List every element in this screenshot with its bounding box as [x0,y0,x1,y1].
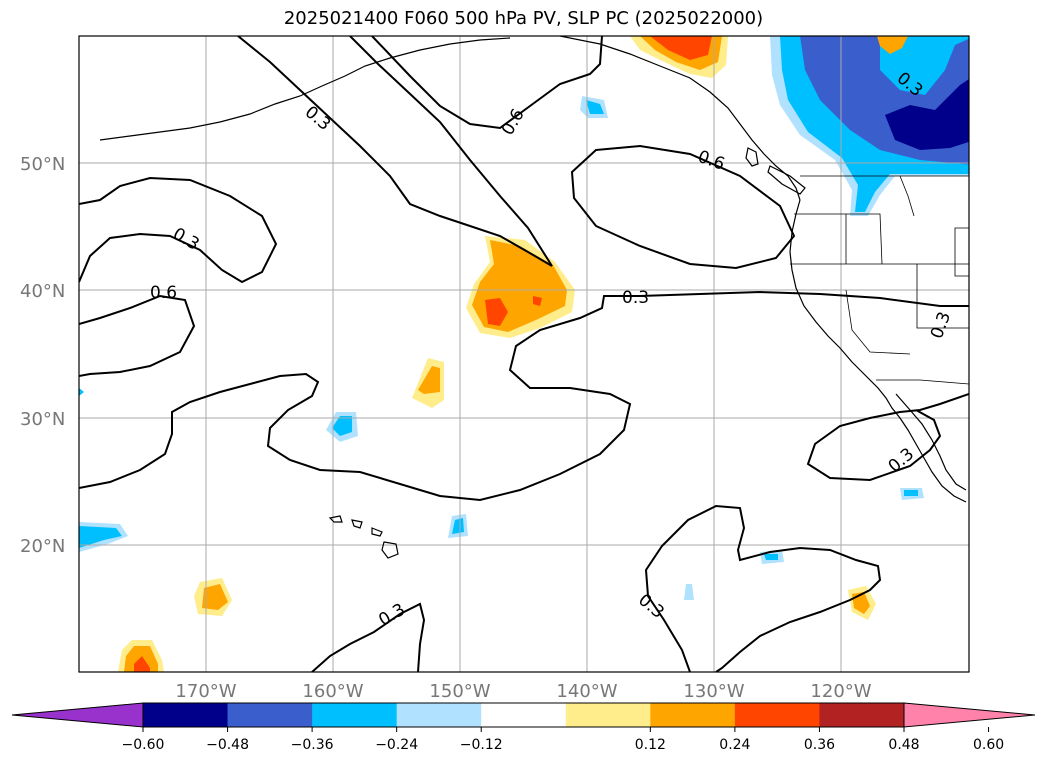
colorbar-tick-label: 0.12 [635,737,666,753]
pv-negative-anomaly-small-5b [904,490,918,496]
lon-label: 160°W [302,681,363,702]
lon-label: 170°W [175,681,236,702]
pv-positive-anomaly-small-1b [418,366,440,394]
pv-positive-anomaly-top-right [877,36,908,54]
lon-label: 120°W [810,681,871,702]
pv-shading [79,36,969,672]
map-title: 2025021400 F060 500 hPa PV, SLP PC (2025… [283,8,764,29]
colorbar-segment [650,703,736,727]
colorbar-segment [143,703,229,727]
lon-label: 140°W [556,681,617,702]
colorbar-tick-label: −0.12 [460,737,503,753]
colorbar-tick-label: 0.60 [973,737,1004,753]
pv-negative-anomaly-small-6 [684,584,694,600]
lat-label: 20°N [20,536,65,557]
colorbar-segment [734,703,820,727]
colorbar-segment [481,703,567,727]
contour-label: 0.6 [150,283,177,303]
pv-negative-anomaly-small-1b [332,416,352,436]
lat-label: 30°N [20,409,65,430]
colorbar-tick-label: −0.48 [206,737,249,753]
colorbar-tick-label: 0.24 [719,737,750,753]
pv-negative-anomaly-left-3 [79,388,84,396]
colorbar-segment [312,703,398,727]
pv-positive-anomaly-central-4 [533,296,542,306]
colorbar-extend-max [903,702,1036,728]
colorbar [11,702,1036,728]
lat-label: 40°N [20,281,65,302]
longitude-labels: 170°W 160°W 150°W 140°W 130°W 120°W [175,681,871,702]
lat-label: 50°N [20,154,65,175]
slp-contours [79,36,969,672]
latitude-labels: 50°N 40°N 30°N 20°N [20,154,65,557]
pv-negative-anomaly-left-2 [79,526,122,548]
contour-label: 0.3 [622,288,649,308]
colorbar-segment [819,703,905,727]
colorbar-ticks: −0.60 −0.48 −0.36 −0.24 −0.12 0.12 0.24 0.36 0.4… [122,727,1004,753]
graticule [79,36,969,672]
lon-label: 150°W [429,681,490,702]
pv-negative-anomaly-ne-4 [885,79,969,150]
pv-positive-anomaly-sw-1b [202,584,228,610]
political-borders [790,175,969,385]
pv-negative-anomaly-small-3b [452,518,464,534]
colorbar-extend-min [11,702,144,728]
colorbar-tick-label: 0.48 [888,737,919,753]
map-frame [78,35,970,673]
lon-label: 130°W [683,681,744,702]
colorbar-segment [396,703,482,727]
colorbar-tick-label: −0.24 [375,737,418,753]
colorbar-segment [227,703,313,727]
colorbar-segment [565,703,651,727]
colorbar-tick-label: 0.36 [804,737,835,753]
colorbar-tick-label: −0.36 [291,737,334,753]
pv-positive-anomaly-alaska-3 [650,36,712,60]
pv-positive-anomaly-central-3 [485,298,508,326]
colorbar-outline [142,702,905,728]
colorbar-tick-label: −0.60 [122,737,165,753]
pv-negative-anomaly-small-2b [586,100,604,114]
pv-positive-anomaly-sw-2c [134,656,150,672]
pv-negative-anomaly-small-4b [764,554,778,560]
